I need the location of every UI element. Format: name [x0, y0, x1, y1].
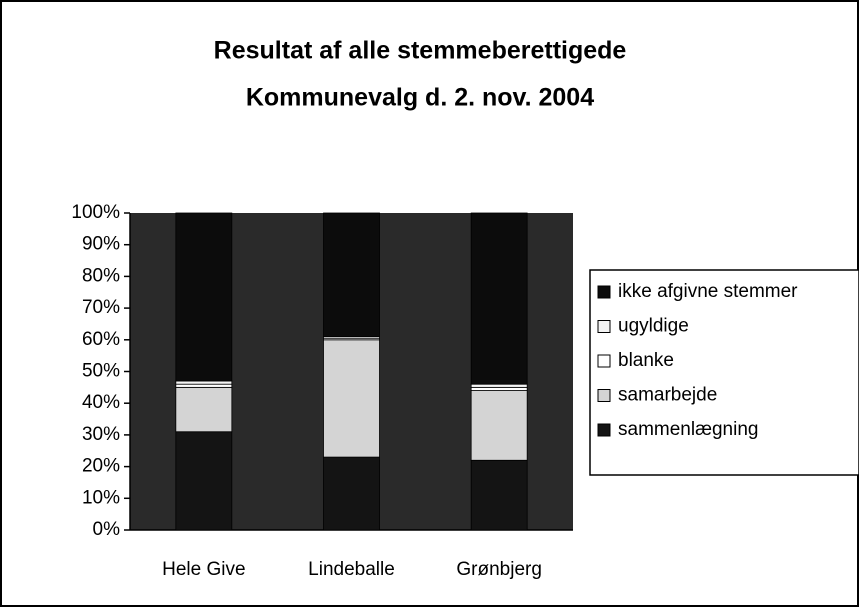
- x-tick-label: Lindeballe: [308, 559, 395, 580]
- y-tick-label: 40%: [82, 392, 120, 413]
- bar-segment: [175, 386, 233, 433]
- legend-label: ikke afgivne stemmer: [618, 281, 798, 302]
- legend-swatch: [597, 423, 611, 437]
- y-tick-label: 80%: [82, 265, 120, 286]
- y-tick-label: 30%: [82, 424, 120, 445]
- bar-segment: [323, 339, 380, 458]
- chart-subtitle: Kommunevalg d. 2. nov. 2004: [246, 84, 594, 112]
- y-tick-label: 50%: [82, 361, 120, 382]
- legend-box: [589, 269, 859, 476]
- bar-segment: [323, 456, 380, 531]
- bar-segment: [470, 212, 528, 385]
- x-tick-label: Hele Give: [162, 559, 245, 580]
- bar-segment: [323, 212, 380, 338]
- chart-title: Resultat af alle stemmeberettigede: [214, 37, 627, 65]
- bar-segment: [470, 459, 528, 531]
- y-tick-label: 90%: [82, 234, 120, 255]
- bar-segment: [175, 383, 233, 388]
- bar-segment: [470, 386, 528, 391]
- legend-swatch: [597, 285, 611, 299]
- legend-label: ugyldige: [618, 316, 689, 337]
- bar-segment: [175, 212, 233, 382]
- bar-segment: [175, 380, 233, 385]
- legend-swatch: [597, 389, 611, 402]
- legend-label: blanke: [618, 350, 674, 371]
- y-tick-label: 20%: [82, 456, 120, 477]
- bar-segment: [470, 383, 528, 388]
- legend-swatch: [597, 320, 611, 333]
- bar-segment: [175, 431, 233, 531]
- y-tick-label: 60%: [82, 329, 120, 350]
- legend-label: samarbejde: [618, 385, 717, 406]
- x-tick-label: Grønbjerg: [456, 559, 542, 580]
- legend-swatch: [597, 354, 611, 368]
- y-tick-label: 100%: [71, 202, 120, 223]
- legend-label: sammenlægning: [618, 419, 758, 440]
- bar-segment: [470, 390, 528, 461]
- y-tick-label: 70%: [82, 297, 120, 318]
- y-tick-label: 0%: [93, 519, 121, 540]
- y-tick-label: 10%: [82, 487, 120, 508]
